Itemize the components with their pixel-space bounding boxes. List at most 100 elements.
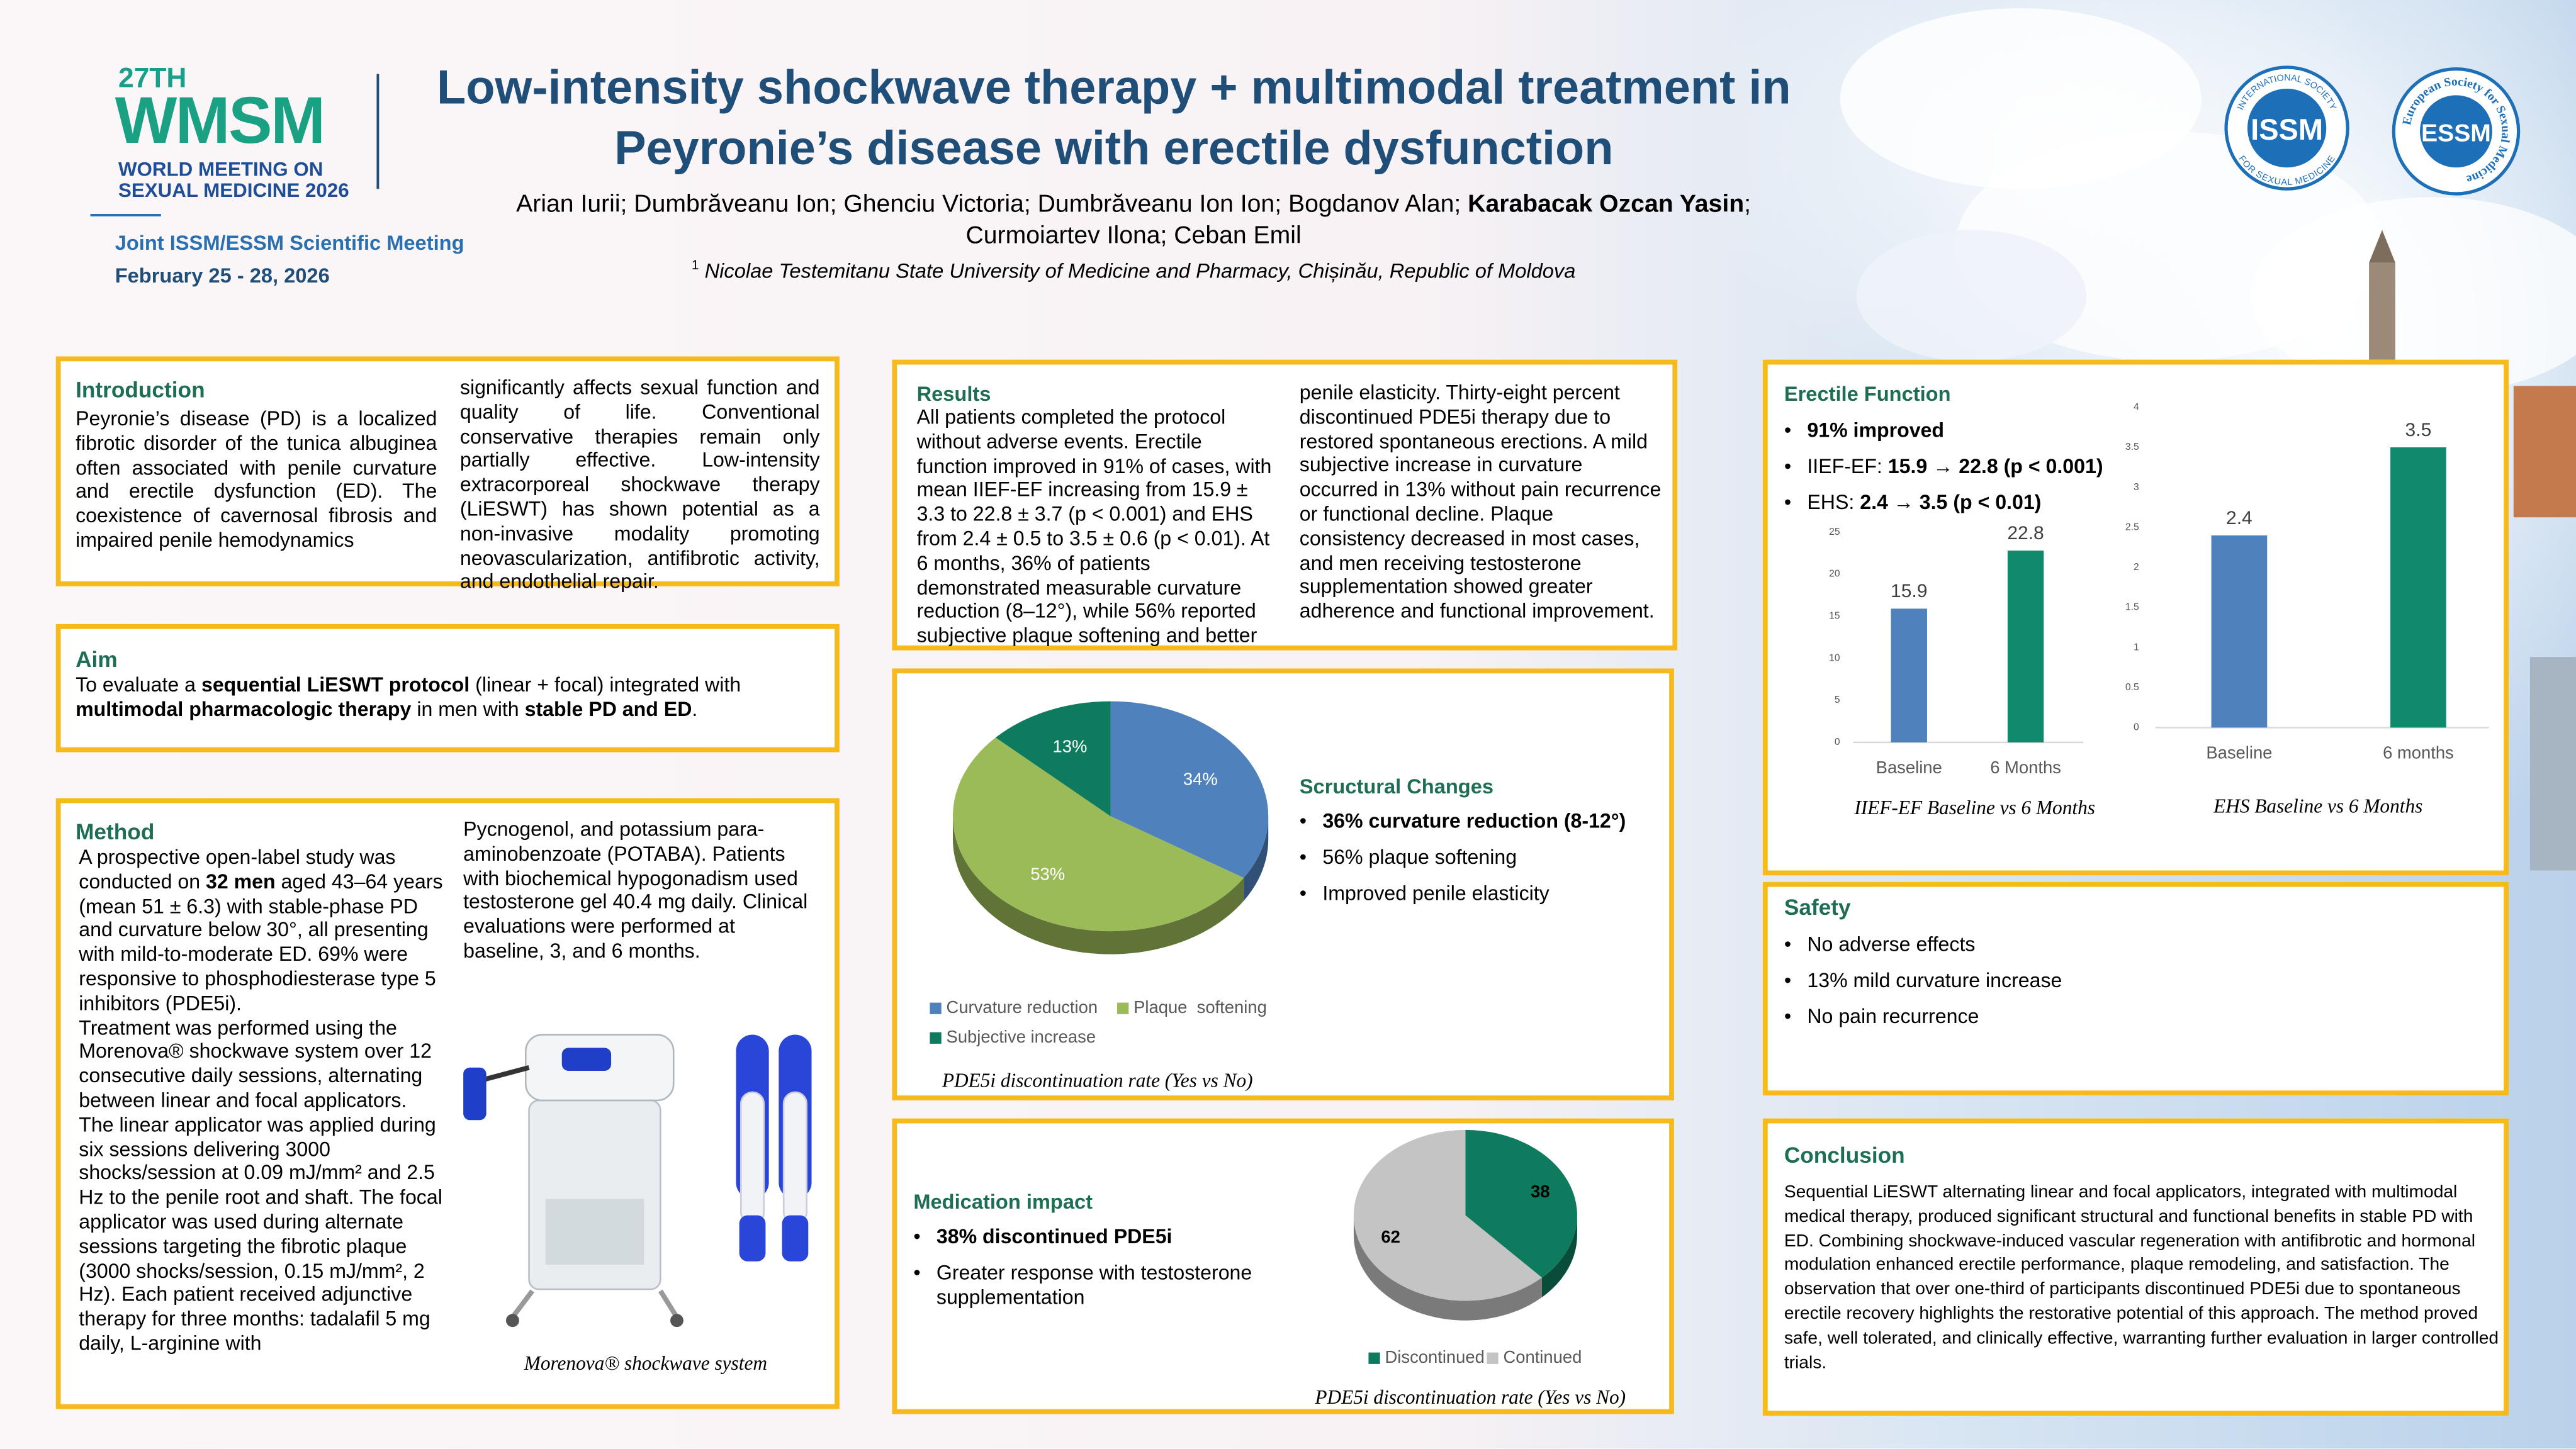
bullet: EHS: 2.4 → 3.5 (p < 0.01) [1784,491,2146,515]
pie-slice [1353,1129,1542,1301]
data-label: 3.5 [2405,420,2432,440]
chart-caption: PDE5i discontinuation rate (Yes vs No) [1314,1386,1626,1408]
data-label: 62 [1381,1227,1400,1246]
paragraph: significantly affects sexual function an… [459,376,820,594]
pie-side [1244,816,1269,901]
aim-box [55,624,840,752]
text-column: Sequential LiESWT alternating linear and… [1784,1181,2507,1375]
y-tick-label: 0 [2134,722,2139,733]
section-title: Safety [1784,895,1851,920]
y-tick-label: 20 [1829,569,1840,579]
legend-label: Continued [1503,1347,1582,1367]
y-tick-label: 10 [1829,652,1840,663]
legend-label: Curvature reduction [947,997,1098,1017]
author-line: Arian Iurii; Dumbrăveanu Ion; Ghenciu Vi… [476,189,1791,220]
y-tick-label: 4 [2134,402,2139,413]
section-title: Medication impact [913,1190,1093,1214]
x-tick-label: 6 months [2383,742,2454,762]
text-column: All patients completed the protocol with… [917,406,1275,649]
bar [2007,551,2044,742]
text-run: 2.4 → 3.5 (p < 0.01) [1860,491,2042,515]
y-tick-label: 1.5 [2125,602,2139,613]
pie-side [1541,1215,1577,1297]
text-run: A prospective open-label study was condu… [79,846,396,893]
section-title: Erectile Function [1784,383,1951,406]
text-run: Arian Iurii; Dumbrăveanu Ion; Ghenciu Vi… [516,190,1468,219]
text-run: (linear + focal) integrated with [470,673,741,697]
text-run: aged 43–64 years (mean 51 ± 6.3) with st… [79,870,443,1015]
text-run: multimodal pharmacologic therapy [76,697,412,721]
pie-side [952,816,1244,954]
introduction-box [55,356,840,586]
paragraph: To evaluate a sequential LiESWT protocol… [76,673,765,722]
bullet: Improved penile elasticity [1300,882,1661,907]
chart-caption: PDE5i discontinuation rate (Yes vs No) [942,1069,1253,1091]
bullet: No pain recurrence [1784,1005,2277,1030]
essm-name: ESSM [2421,120,2491,147]
legend-label: Discontinued [1385,1347,1485,1367]
bullet: 56% plaque softening [1300,846,1661,870]
y-tick-label: 1 [2134,642,2139,652]
pie-side [1353,1215,1542,1321]
section-title: Introduction [76,378,205,403]
bar [1891,608,1927,742]
legend-swatch [930,1002,942,1014]
text-run: 91% improved [1807,418,1945,442]
pie-slice [1465,1129,1577,1278]
title-line: Low-intensity shockwave therapy + multim… [436,62,1791,115]
text-column: To evaluate a sequential LiESWT protocol… [76,673,765,722]
data-label: 34% [1183,769,1218,788]
meeting: Joint ISSM/ESSM Scientific Meeting [115,232,464,255]
affiliation-mark: 1 [691,257,699,273]
title: Low-intensity shockwave therapy + multim… [378,59,1850,181]
data-label: 38 [1531,1182,1550,1201]
legend-swatch [1117,1002,1129,1014]
data-label: 13% [1052,737,1087,756]
device-image [463,1034,812,1328]
text-run: 36% curvature reduction (8-12°) [1322,809,1626,833]
bar [2211,535,2268,728]
title-line: Peyronie’s disease with erectile dysfunc… [614,123,1614,176]
text-column: A prospective open-label study was condu… [79,846,443,1356]
paragraph: Sequential LiESWT alternating linear and… [1784,1182,2499,1373]
y-tick-label: 5 [1835,695,1840,705]
text-run: . [692,697,698,721]
data-label: 15.9 [1891,581,1927,601]
pie-slice [952,737,1244,932]
y-tick-label: 0 [1835,737,1840,747]
paragraph: penile elasticity. Thirty-eight percent … [1299,381,1662,623]
legend-swatch [1487,1352,1499,1364]
society-logos: ISSM INTERNATIONAL SOCIETY FOR SEXUAL ME… [2224,65,2521,196]
data-label: 2.4 [2226,508,2253,529]
issm-name: ISSM [2251,113,2323,146]
logo-line: SEXUAL MEDICINE 2026 [118,179,349,203]
bullet: IIEF-EF: 15.9 → 22.8 (p < 0.001) [1784,455,2146,479]
section-title: Scructural Changes [1299,775,1494,798]
text-run: EHS: [1807,491,1860,515]
text-run: 15.9 → 22.8 (p < 0.001) [1887,455,2103,478]
paragraph: Peyronie’s disease (PD) is a localized f… [76,407,437,552]
section-title: Conclusion [1784,1143,1905,1168]
text-run: 32 men [205,870,276,893]
affiliation-text: Nicolae Testemitanu State University of … [704,259,1576,283]
bar [2390,447,2446,728]
y-tick-label: 2.5 [2125,522,2139,532]
data-label: 22.8 [2007,523,2044,544]
conclusion-box [1762,1118,2509,1416]
image-caption: Morenova® shockwave system [524,1351,767,1375]
section-title: Aim [76,647,118,672]
section-title: Results [916,383,991,406]
legend-swatch [930,1032,942,1044]
pie-slice [1110,701,1269,878]
text-run: in men with [411,697,525,721]
paragraph: All patients completed the protocol with… [916,405,1272,647]
y-tick-label: 0.5 [2125,682,2139,693]
text-column: penile elasticity. Thirty-eight percent … [1300,381,1664,624]
bullet-list: No adverse effects 13% mild curvature inc… [1784,933,2277,1041]
text-column: Peyronie’s disease (PD) is a localized f… [76,407,437,553]
logo-edition: 27TH [118,62,187,94]
paragraph: A prospective open-label study was condu… [79,846,443,1015]
text-column: significantly affects sexual function an… [460,376,820,595]
